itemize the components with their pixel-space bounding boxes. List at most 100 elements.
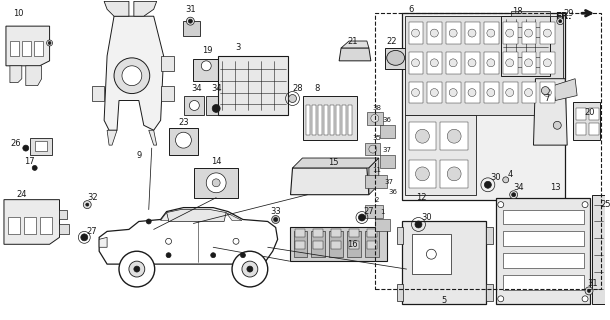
Polygon shape xyxy=(540,82,555,103)
Text: 27: 27 xyxy=(86,227,96,236)
Circle shape xyxy=(585,287,593,295)
Circle shape xyxy=(544,59,551,67)
Circle shape xyxy=(587,289,590,292)
Polygon shape xyxy=(465,82,480,103)
Polygon shape xyxy=(401,221,486,304)
Text: 37: 37 xyxy=(382,147,391,153)
Circle shape xyxy=(129,261,145,277)
Circle shape xyxy=(430,29,439,37)
Circle shape xyxy=(114,58,149,93)
Polygon shape xyxy=(293,231,307,257)
Polygon shape xyxy=(367,112,382,125)
Text: 8: 8 xyxy=(315,84,320,93)
Bar xyxy=(34,41,43,56)
Polygon shape xyxy=(409,22,423,44)
Polygon shape xyxy=(465,22,480,44)
Bar xyxy=(35,141,46,151)
Circle shape xyxy=(232,251,268,287)
Polygon shape xyxy=(540,22,555,44)
Polygon shape xyxy=(365,143,380,155)
Circle shape xyxy=(247,266,253,272)
Circle shape xyxy=(449,29,457,37)
Polygon shape xyxy=(447,52,461,74)
Circle shape xyxy=(242,261,258,277)
Bar xyxy=(503,253,584,268)
Bar xyxy=(295,241,306,249)
Polygon shape xyxy=(401,13,565,200)
Polygon shape xyxy=(160,212,168,220)
Text: 36: 36 xyxy=(382,117,391,123)
Polygon shape xyxy=(184,96,204,116)
Bar xyxy=(349,241,359,249)
Bar xyxy=(312,106,317,135)
Polygon shape xyxy=(511,11,550,16)
Polygon shape xyxy=(311,231,325,257)
Bar xyxy=(40,217,52,234)
Polygon shape xyxy=(347,231,361,257)
Polygon shape xyxy=(30,138,52,155)
Polygon shape xyxy=(167,210,226,221)
Text: 28: 28 xyxy=(292,84,303,93)
Text: 32: 32 xyxy=(87,193,98,202)
Bar xyxy=(589,108,599,120)
Bar xyxy=(503,275,584,290)
Circle shape xyxy=(582,296,588,302)
Bar xyxy=(412,234,451,274)
Circle shape xyxy=(201,61,211,71)
Text: 5: 5 xyxy=(442,296,447,305)
Polygon shape xyxy=(385,48,406,69)
Polygon shape xyxy=(10,66,22,83)
Text: 35: 35 xyxy=(372,135,381,141)
Circle shape xyxy=(412,89,420,97)
Circle shape xyxy=(487,29,495,37)
Circle shape xyxy=(512,193,515,197)
Polygon shape xyxy=(440,122,468,150)
Polygon shape xyxy=(396,228,403,244)
Circle shape xyxy=(271,216,279,223)
Circle shape xyxy=(510,191,518,199)
Polygon shape xyxy=(501,16,550,76)
Polygon shape xyxy=(440,160,468,188)
Polygon shape xyxy=(404,16,563,116)
Polygon shape xyxy=(341,41,369,48)
Circle shape xyxy=(503,177,509,183)
Text: 34: 34 xyxy=(513,183,524,192)
Circle shape xyxy=(134,266,140,272)
Circle shape xyxy=(468,29,476,37)
Bar xyxy=(330,106,334,135)
Text: 23: 23 xyxy=(178,118,188,127)
Polygon shape xyxy=(60,210,68,220)
Polygon shape xyxy=(573,102,600,140)
Circle shape xyxy=(544,89,551,97)
Polygon shape xyxy=(484,22,499,44)
Polygon shape xyxy=(503,82,518,103)
Bar xyxy=(325,106,328,135)
Bar xyxy=(314,241,323,249)
Bar xyxy=(295,229,306,237)
Bar xyxy=(314,229,323,237)
Circle shape xyxy=(468,59,476,67)
Polygon shape xyxy=(104,16,163,130)
Polygon shape xyxy=(104,1,129,16)
Polygon shape xyxy=(369,158,379,195)
Circle shape xyxy=(212,104,220,112)
Circle shape xyxy=(430,89,439,97)
Polygon shape xyxy=(396,284,403,301)
Polygon shape xyxy=(447,82,461,103)
Polygon shape xyxy=(375,220,390,231)
Text: 33: 33 xyxy=(270,207,281,216)
Polygon shape xyxy=(540,52,555,74)
Polygon shape xyxy=(553,79,577,100)
Text: 18: 18 xyxy=(512,7,523,16)
Circle shape xyxy=(506,59,514,67)
Bar xyxy=(331,241,341,249)
Circle shape xyxy=(369,145,377,153)
Text: 11: 11 xyxy=(372,167,381,173)
Circle shape xyxy=(506,29,514,37)
Text: 17: 17 xyxy=(24,157,35,166)
Circle shape xyxy=(119,251,155,287)
Bar xyxy=(375,13,601,289)
Text: 36: 36 xyxy=(388,189,397,195)
Circle shape xyxy=(122,66,142,86)
Bar xyxy=(306,106,310,135)
